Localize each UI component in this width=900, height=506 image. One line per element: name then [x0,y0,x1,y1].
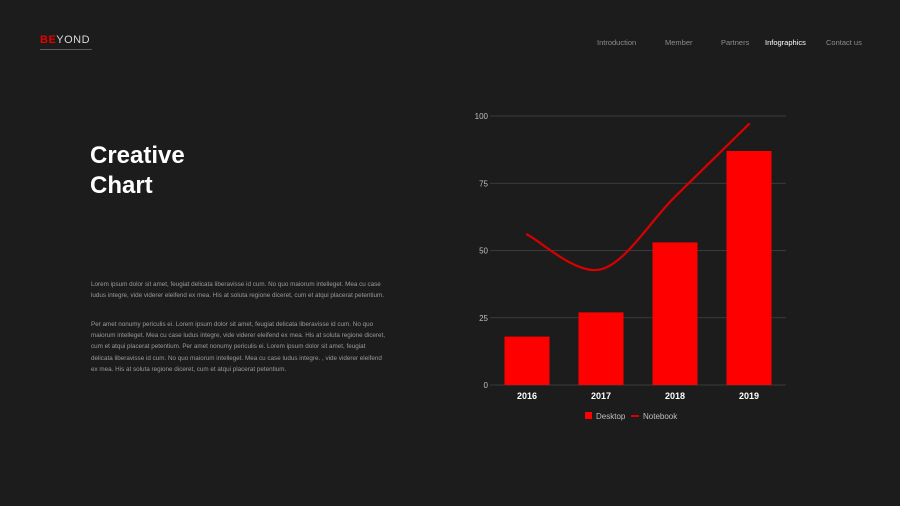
brand-logo[interactable]: BEYOND [40,35,92,50]
bar-desktop-2018 [652,242,698,385]
nav-introduction[interactable]: Introduction [597,38,637,47]
x-tick-label: 2018 [665,391,685,401]
bar-desktop-2016 [504,336,550,385]
nav-member[interactable]: Member [665,38,693,47]
x-tick-label: 2017 [591,391,611,401]
legend-swatch-desktop [585,412,592,419]
x-tick-label: 2019 [739,391,759,401]
logo-white-text: YOND [56,34,91,46]
nav-partners[interactable]: Partners [721,38,750,47]
title-line-2: Chart [90,172,153,199]
bar-desktop-2019 [726,150,772,385]
y-tick-label: 0 [484,381,489,390]
y-tick-label: 75 [479,179,488,188]
bar-desktop-2017 [578,312,624,385]
logo-underline [40,49,92,50]
line-notebook [525,122,751,272]
nav-contact-us[interactable]: Contact us [826,38,862,47]
title-line-1: Creative [90,142,185,169]
chart: 0 25 50 75 100 2016 2017 2018 2019 Desktop Noteboo… [475,112,786,421]
body-paragraph-1: Lorem ipsum dolor sit amet, feugiat deli… [91,281,384,300]
page-title: Creative Chart [90,141,185,201]
y-tick-label: 50 [479,247,488,256]
y-tick-label: 25 [479,314,488,323]
body-paragraph-2: Per amet nonumy periculis ei. Lorem ipsu… [91,321,386,373]
legend-label-notebook: Notebook [643,412,678,421]
legend-label-desktop: Desktop [596,412,626,421]
y-tick-label: 100 [475,112,489,121]
logo-red-text: BE [40,34,57,46]
nav-infographics[interactable]: Infographics [765,38,806,47]
x-tick-label: 2016 [517,391,537,401]
